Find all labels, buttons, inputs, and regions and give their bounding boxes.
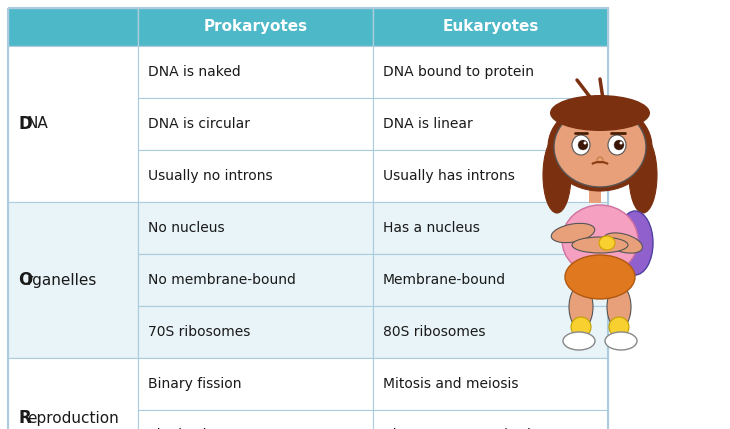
Bar: [373, 358, 608, 410]
Text: Binary fission: Binary fission: [148, 377, 242, 391]
Text: D: D: [18, 115, 31, 133]
Bar: [8, 358, 138, 429]
Bar: [138, 410, 373, 429]
Bar: [373, 8, 608, 46]
Ellipse shape: [543, 137, 571, 213]
Bar: [8, 46, 138, 202]
Ellipse shape: [562, 205, 638, 275]
Bar: [138, 98, 373, 150]
Ellipse shape: [608, 135, 626, 155]
Text: No membrane-bound: No membrane-bound: [148, 273, 296, 287]
Text: NA: NA: [27, 117, 49, 132]
Bar: [373, 254, 608, 306]
Text: DNA is linear: DNA is linear: [383, 117, 473, 131]
Ellipse shape: [554, 107, 646, 187]
Text: Chromosomes paired
(diploid or more): Chromosomes paired (diploid or more): [383, 428, 531, 429]
Ellipse shape: [599, 236, 615, 250]
Text: DNA bound to protein: DNA bound to protein: [383, 65, 534, 79]
Bar: [138, 358, 373, 410]
Text: No nucleus: No nucleus: [148, 221, 225, 235]
Bar: [8, 202, 138, 358]
Text: Single chromosome
(haploid): Single chromosome (haploid): [148, 428, 285, 429]
Ellipse shape: [551, 224, 595, 243]
Bar: [589, 187, 601, 203]
Circle shape: [614, 140, 624, 150]
Text: DNA is naked: DNA is naked: [148, 65, 241, 79]
Ellipse shape: [629, 137, 657, 213]
Ellipse shape: [572, 237, 628, 253]
Text: eproduction: eproduction: [27, 411, 119, 426]
Text: Eukaryotes: Eukaryotes: [442, 19, 539, 34]
Circle shape: [578, 140, 588, 150]
Text: Has a nucleus: Has a nucleus: [383, 221, 480, 235]
Bar: [138, 202, 373, 254]
Ellipse shape: [565, 255, 635, 299]
Ellipse shape: [569, 285, 593, 329]
Text: Usually has introns: Usually has introns: [383, 169, 515, 183]
Bar: [138, 46, 373, 98]
Bar: [373, 46, 608, 98]
Ellipse shape: [563, 332, 595, 350]
Circle shape: [620, 142, 623, 145]
Text: DNA is circular: DNA is circular: [148, 117, 250, 131]
Bar: [138, 254, 373, 306]
Text: O: O: [18, 271, 32, 289]
Ellipse shape: [609, 317, 629, 337]
Ellipse shape: [571, 317, 591, 337]
Text: R: R: [18, 409, 31, 427]
Bar: [8, 8, 138, 46]
Text: Membrane-bound: Membrane-bound: [383, 273, 506, 287]
Bar: [138, 8, 373, 46]
Text: 80S ribosomes: 80S ribosomes: [383, 325, 485, 339]
Text: Mitosis and meiosis: Mitosis and meiosis: [383, 377, 518, 391]
Bar: [8, 8, 608, 429]
Ellipse shape: [550, 95, 650, 131]
Ellipse shape: [604, 233, 642, 253]
Ellipse shape: [617, 211, 653, 275]
Bar: [373, 306, 608, 358]
Bar: [373, 98, 608, 150]
Bar: [138, 150, 373, 202]
Bar: [373, 410, 608, 429]
Text: rganelles: rganelles: [27, 272, 97, 287]
Ellipse shape: [548, 103, 652, 191]
Circle shape: [597, 157, 603, 163]
Text: 70S ribosomes: 70S ribosomes: [148, 325, 250, 339]
Text: Usually no introns: Usually no introns: [148, 169, 272, 183]
Ellipse shape: [572, 135, 590, 155]
Ellipse shape: [605, 332, 637, 350]
Bar: [373, 202, 608, 254]
Ellipse shape: [607, 285, 631, 329]
Text: Prokaryotes: Prokaryotes: [204, 19, 307, 34]
Bar: [138, 306, 373, 358]
Circle shape: [583, 142, 586, 145]
Bar: [373, 150, 608, 202]
